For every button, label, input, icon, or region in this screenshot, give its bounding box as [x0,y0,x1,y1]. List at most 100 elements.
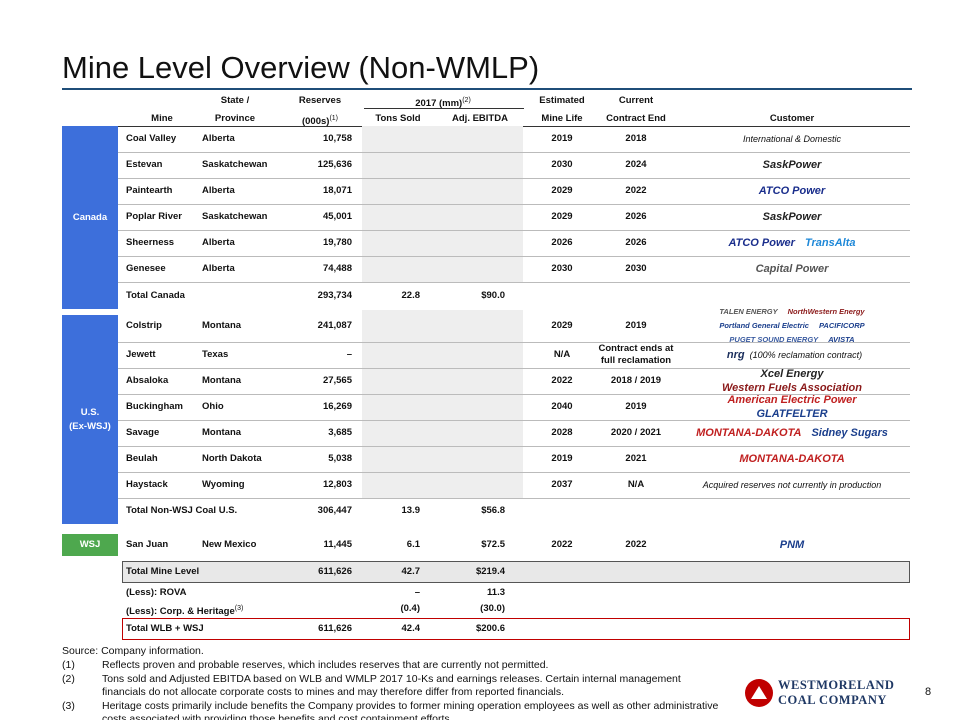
province: Alberta [202,133,235,144]
mine-life: 2022 [551,539,573,550]
customer: TALEN ENERGY NorthWestern Energy Portland … [682,307,902,344]
total-label: Total WLB + WSJ [126,623,204,634]
customer-logo: SaskPower [762,211,822,223]
adj-ebitda: $90.0 [481,290,505,301]
province: Wyoming [202,479,245,490]
reserves: 74,488 [322,263,352,274]
contract-end: 2019 [625,320,647,331]
mine-name: Genesee [126,263,166,274]
row-rule [118,152,910,153]
customer: MONTANA-DAKOTA Sidney Sugars [682,416,902,450]
tons-sold: 22.8 [401,290,421,301]
page-number: 8 [925,686,932,698]
section-label: (Ex-WSJ) [69,420,111,432]
emblem-mountain [751,686,767,699]
total-label: (Less): Corp. & Heritage(3) [126,605,244,618]
mine-life: 2022 [551,375,573,386]
customer: American Electric Power GLATFELTER [682,390,902,424]
customer: SaskPower [682,148,902,182]
mine-name: Absaloka [126,375,169,386]
adj-ebitda: $219.4 [475,566,505,577]
contract-end: 2019 [625,401,647,412]
customer-logo: American Electric Power [727,394,857,406]
province: Alberta [202,263,235,274]
tons-sold: 13.9 [401,505,421,516]
header: Province [214,113,256,124]
title-rule [62,88,912,90]
reserves: 125,636 [317,159,352,170]
mine-name: Paintearth [126,185,173,196]
total-label: Total Non-WSJ Coal U.S. [126,505,238,516]
province: New Mexico [202,539,257,550]
customer-logo: ATCO Power [728,237,795,249]
mine-name: Coal Valley [126,133,177,144]
section-band: U.S. (Ex-WSJ) [62,315,118,524]
tons-sold: 42.7 [401,566,421,577]
mine-name: Buckingham [126,401,184,412]
customer-logo: Capital Power [755,263,829,275]
adj-ebitda: $200.6 [475,623,505,634]
mine-name: Savage [126,427,160,438]
mine-life: 2029 [551,211,573,222]
mine-life: 2037 [551,479,573,490]
row-rule [118,230,910,231]
province: Saskatchewan [202,211,268,222]
customer: ATCO Power TransAlta [682,226,902,260]
customer: International & Domestic [682,122,902,156]
tons-sold: – [414,587,420,598]
contract-end: 2018 / 2019 [610,375,662,386]
customer: ATCO Power [682,174,902,208]
header: Tons Sold [375,113,421,124]
customer-note: (100% reclamation contract) [749,350,863,360]
contract-end: 2026 [625,211,647,222]
section-band: WSJ [62,534,118,556]
total-label: Total Mine Level [126,566,200,577]
mine-name: Estevan [126,159,163,170]
tons-sold: (0.4) [400,603,420,614]
header: Contract End [606,113,666,124]
mine-life: 2019 [551,453,573,464]
section-label: Canada [72,211,108,223]
total-label: (Less): ROVA [126,587,187,598]
reserves: 16,269 [322,401,352,412]
contract-end: 2021 [625,453,647,464]
customer-logo: SaskPower [762,159,822,171]
mine-life: 2019 [551,133,573,144]
customer-logo: Sidney Sugars [811,427,888,439]
section-label: WSJ [79,539,101,550]
contract-end: 2022 [625,539,647,550]
row-rule [118,394,910,395]
mine-name: Colstrip [126,320,162,331]
customer-logo: Xcel Energy [760,368,824,380]
reserves: 611,626 [318,623,352,634]
reserves: 5,038 [328,453,352,464]
row-rule [118,256,910,257]
customer-logo: Western Fuels Association [722,382,862,394]
footnote-mark: (2) [62,672,75,685]
mine-name: Beulah [126,453,158,464]
contract-end: 2030 [625,263,647,274]
customer-logo: AVISTA [828,335,855,344]
mine-name: Sheerness [126,237,175,248]
footnote-mark: (3) [234,605,244,612]
footnote-text: Tons sold and Adjusted EBITDA based on W… [102,672,681,699]
reserves: 3,685 [328,427,352,438]
customer-logo: nrg [726,349,745,361]
total-box [122,618,910,640]
customer-logo: MONTANA-DAKOTA [696,427,802,439]
province: North Dakota [202,453,262,464]
header: Reserves [298,95,342,106]
header: Mine Life [541,113,583,124]
row-rule [118,498,910,499]
footnote-text: Reflects proven and probable reserves, w… [102,659,549,671]
contract-end: 2024 [625,159,647,170]
province: Montana [202,320,242,331]
header: Estimated [539,95,585,106]
mine-name: San Juan [126,539,169,550]
row-rule [118,204,910,205]
adj-ebitda: $72.5 [481,539,505,550]
mine-life: 2029 [551,185,573,196]
mine-life: 2028 [551,427,573,438]
row-rule [118,342,910,343]
header: Current [618,95,654,106]
